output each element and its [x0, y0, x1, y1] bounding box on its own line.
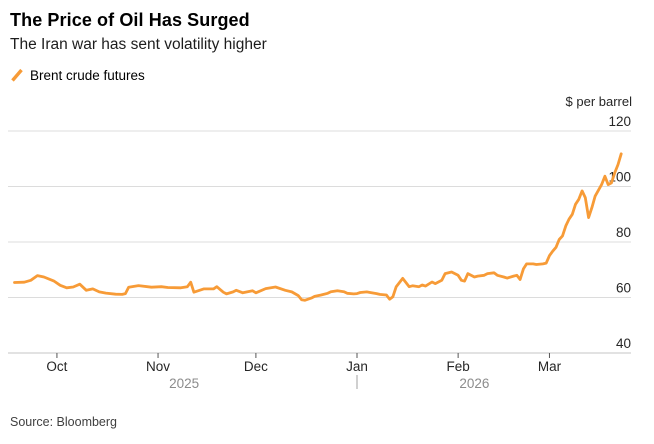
y-tick-label: 60 [616, 281, 631, 296]
month-label: Nov [146, 359, 170, 374]
y-tick-label: 40 [616, 336, 631, 351]
month-label: Mar [538, 359, 562, 374]
month-label: Dec [244, 359, 268, 374]
month-label: Jan [346, 359, 368, 374]
month-label: Oct [46, 359, 67, 374]
month-label: Feb [446, 359, 469, 374]
brent-price-line [13, 152, 623, 302]
legend-marker-icon [11, 68, 23, 82]
legend: Brent crude futures [10, 67, 145, 84]
year-label: 2026 [459, 376, 489, 391]
y-tick-label: 80 [616, 225, 631, 240]
legend-label: Brent crude futures [30, 68, 145, 83]
year-label: 2025 [169, 376, 199, 391]
source-note: Source: Bloomberg [10, 415, 118, 429]
chart-subtitle: The Iran war has sent volatility higher [10, 36, 267, 53]
y-axis-unit-label: $ per barrel [565, 94, 632, 109]
chart-title: The Price of Oil Has Surged [10, 10, 250, 30]
y-tick-label: 120 [608, 114, 631, 129]
